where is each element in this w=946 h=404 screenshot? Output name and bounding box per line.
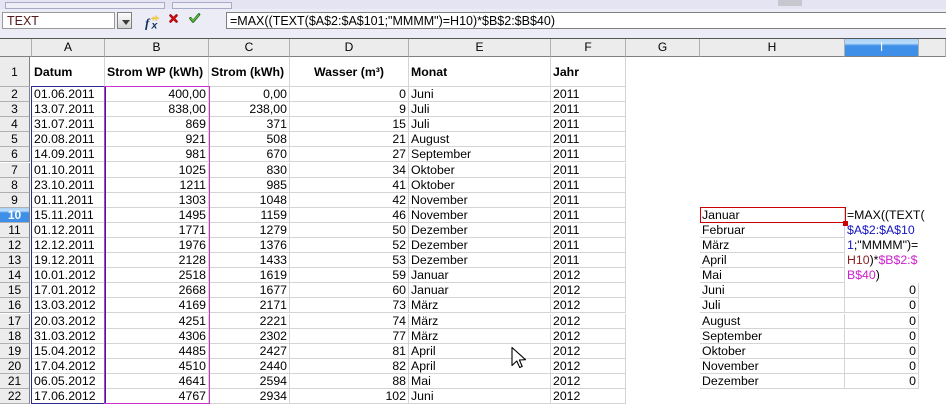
svg-text:f: f	[145, 16, 151, 31]
svg-text:x: x	[151, 20, 159, 31]
